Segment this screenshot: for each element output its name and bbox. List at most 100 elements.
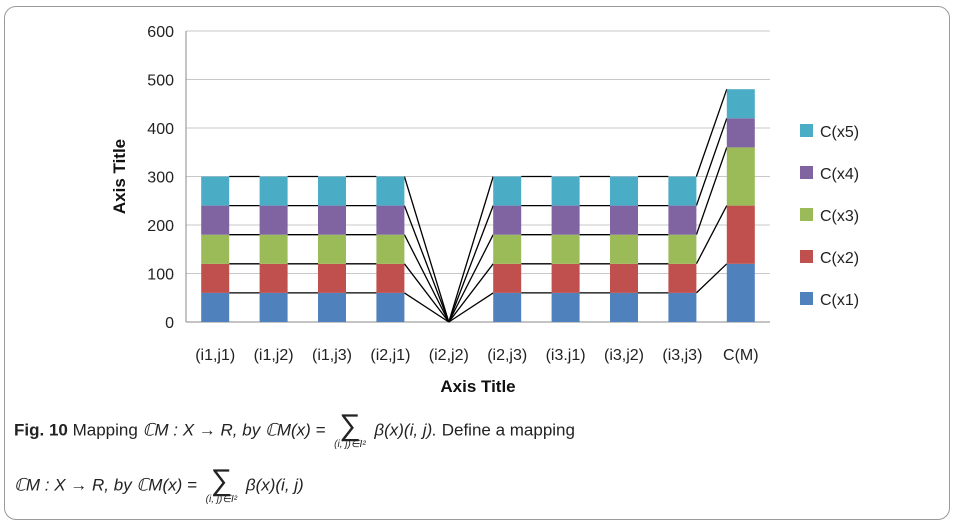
figure-caption-line-1: Fig. 10 Mapping ℂM : X → R, by ℂM(x) = ∑…	[14, 409, 575, 450]
summation-symbol-2: ∑ (i, j)∈I²	[205, 464, 238, 505]
summation-subscript: (i, j)∈I²	[334, 439, 366, 450]
bar-segment	[201, 292, 230, 322]
caption-mapping-2: ℂM : X → R,	[14, 475, 109, 495]
series-line	[695, 205, 728, 265]
x-tick-label: (i1,j2)	[254, 347, 294, 364]
series-line	[695, 147, 728, 235]
legend-swatch	[800, 124, 813, 137]
caption-mapping: ℂM : X → R,	[142, 420, 238, 440]
figure-frame	[4, 6, 950, 520]
bar-segment	[551, 234, 580, 264]
bar-segment	[318, 263, 346, 293]
bar-segment	[668, 292, 697, 322]
bar-segment	[668, 205, 697, 235]
bar-segment	[259, 205, 288, 235]
caption-by-2: by ℂM(x) =	[113, 475, 202, 495]
series-line	[403, 176, 450, 323]
bar-segment	[201, 205, 230, 235]
figure-label: Fig. 10	[14, 420, 68, 440]
bar-segment	[259, 176, 288, 206]
bar-segment	[376, 263, 405, 293]
bar-segment	[318, 234, 346, 264]
stacked-bar-chart: 0 100 200 300 400 500 600 (i1,j1) (i1,j2) (i1,j3)…	[110, 24, 859, 396]
caption-text: Mapping	[72, 420, 143, 440]
series-line	[403, 234, 450, 323]
bar-segment	[610, 176, 638, 206]
bar-segment	[493, 176, 522, 206]
legend-label: C(x5)	[820, 124, 859, 141]
bar-segment	[376, 292, 405, 322]
y-tick-label: 300	[147, 170, 174, 187]
y-tick-label: 500	[147, 73, 174, 90]
bar-segment	[726, 89, 755, 119]
bar-segment	[318, 205, 346, 235]
legend-swatch	[800, 208, 813, 221]
legend-label: C(x1)	[820, 292, 859, 309]
y-axis-title: Axis Title	[110, 139, 129, 214]
legend-label: C(x2)	[820, 250, 859, 267]
series-line	[448, 292, 494, 323]
bar-segment	[610, 292, 638, 322]
bar-segment	[668, 263, 697, 293]
legend-swatch	[800, 250, 813, 263]
legend-label: C(x3)	[820, 208, 859, 225]
figure-caption-line-2: ℂM : X → R, by ℂM(x) = ∑ (i, j)∈I² β(x)(…	[14, 464, 304, 505]
bar-segment	[318, 292, 346, 322]
bar-segment	[493, 234, 522, 264]
series-line	[448, 176, 494, 323]
bar-segment	[201, 176, 230, 206]
x-tick-label: (i1,j1)	[195, 347, 235, 364]
series-line	[404, 292, 450, 323]
bar-segment	[493, 205, 522, 235]
bar-segment	[376, 176, 405, 206]
bar-segment	[610, 263, 638, 293]
series-line	[695, 118, 728, 206]
bar-segment	[610, 234, 638, 264]
x-axis-title: Axis Title	[440, 377, 515, 396]
legend-swatch	[800, 292, 813, 305]
y-tick-label: 0	[165, 315, 174, 332]
y-tick-label: 200	[147, 218, 174, 235]
bar-segment	[551, 292, 580, 322]
y-tick-label: 600	[147, 24, 174, 41]
summation-symbol: ∑ (i, j)∈I²	[334, 409, 366, 450]
x-tick-label: (i3,j2)	[604, 347, 644, 364]
series-line	[695, 263, 728, 294]
bar-segment	[259, 263, 288, 293]
x-tick-label: (i2,j3)	[487, 347, 527, 364]
bar-segment	[668, 234, 697, 264]
x-tick-label: C(M)	[723, 347, 759, 364]
series-line	[403, 263, 450, 323]
legend-label: C(x4)	[820, 166, 859, 183]
caption-term-2: β(x)(i, j)	[245, 475, 304, 495]
x-tick-label: (i2,j1)	[370, 347, 410, 364]
series-line	[448, 205, 494, 323]
bar-segment	[726, 147, 755, 206]
bar-segment	[668, 176, 697, 206]
bar-segment	[376, 205, 405, 235]
caption-by: by ℂM(x) =	[242, 420, 331, 440]
bar-segment	[201, 234, 230, 264]
x-tick-label: (i3.j1)	[546, 347, 586, 364]
series-line	[448, 234, 494, 323]
bar-segment	[318, 176, 346, 206]
bar-segment	[551, 205, 580, 235]
caption-tail: Define a mapping	[441, 420, 575, 440]
series-line	[695, 88, 728, 177]
caption-term: β(x)(i, j).	[374, 420, 437, 440]
bar-segment	[493, 263, 522, 293]
bar-segment	[726, 263, 755, 322]
x-tick-label: (i3,j3)	[662, 347, 702, 364]
bar-segment	[726, 205, 755, 264]
bar-segment	[259, 292, 288, 322]
bar-segment	[610, 205, 638, 235]
bar-segment	[493, 292, 522, 322]
bar-segment	[376, 234, 405, 264]
x-tick-label: (i2,j2)	[429, 347, 469, 364]
y-tick-label: 400	[147, 121, 174, 138]
bar-segment	[726, 118, 755, 148]
series-line	[403, 205, 450, 323]
bar-segment	[551, 176, 580, 206]
summation-subscript-2: (i, j)∈I²	[205, 494, 238, 505]
bar-segment	[551, 263, 580, 293]
